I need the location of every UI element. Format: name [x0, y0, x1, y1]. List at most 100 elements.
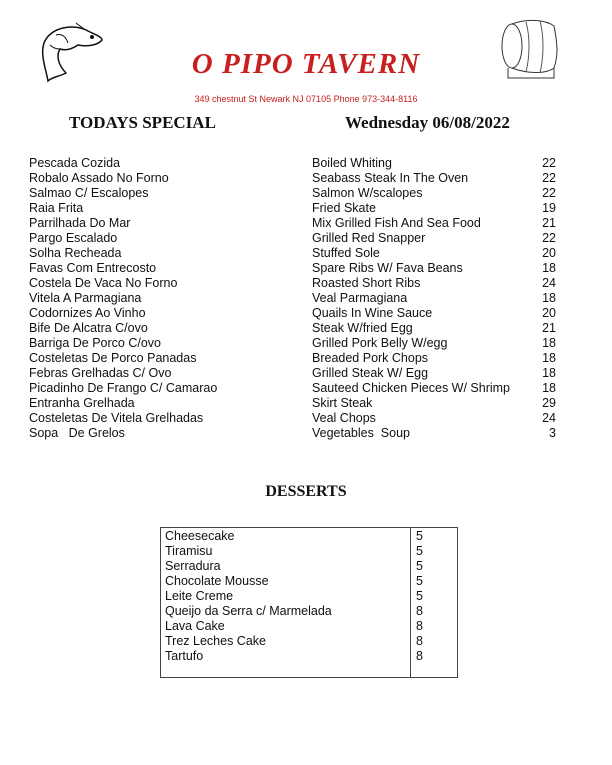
dessert-price: 5: [416, 574, 423, 588]
price: 22: [542, 156, 556, 170]
dessert-row: Chocolate Mousse 5: [161, 574, 457, 589]
dessert-price: 5: [416, 559, 423, 573]
section-heading: TODAYS SPECIAL: [69, 113, 216, 132]
price: 18: [542, 291, 556, 305]
dessert-name: Serradura: [165, 559, 221, 573]
special-row: Solha Recheada Stuffed Sole 20: [0, 246, 612, 261]
portuguese-name: Febras Grelhadas C/ Ovo: [29, 366, 172, 380]
portuguese-name: Sopa De Grelos: [29, 426, 125, 440]
price: 21: [542, 321, 556, 335]
special-row: Sopa De Grelos Vegetables Soup 3: [0, 426, 612, 441]
price: 3: [549, 426, 556, 440]
dessert-row: Tartufo 8: [161, 649, 457, 664]
price: 18: [542, 336, 556, 350]
english-name: Fried Skate: [312, 201, 376, 215]
portuguese-name: Costeletas De Porco Panadas: [29, 351, 197, 365]
price: 20: [542, 246, 556, 260]
price: 18: [542, 261, 556, 275]
dessert-row: Cheesecake 5: [161, 529, 457, 544]
english-name: Quails In Wine Sauce: [312, 306, 433, 320]
address: 349 chestnut St Newark NJ 07105 Phone 97…: [194, 94, 418, 104]
english-name: Skirt Steak: [312, 396, 373, 410]
english-name: Mix Grilled Fish And Sea Food: [312, 216, 481, 230]
special-row: Parrilhada Do Mar Mix Grilled Fish And Se…: [0, 216, 612, 231]
portuguese-name: Barriga De Porco C/ovo: [29, 336, 162, 350]
price: 22: [542, 186, 556, 200]
dessert-name: Chocolate Mousse: [165, 574, 269, 588]
dessert-row: Leite Creme 5: [161, 589, 457, 604]
english-name: Spare Ribs W/ Fava Beans: [312, 261, 463, 275]
special-row: Vitela A Parmagiana Veal Parmagiana 18: [0, 291, 612, 306]
dessert-name: Leite Creme: [165, 589, 234, 603]
portuguese-name: Vitela A Parmagiana: [29, 291, 142, 305]
dessert-name: Tartufo: [165, 649, 204, 663]
portuguese-name: Picadinho De Frango C/ Camarao: [29, 381, 218, 395]
portuguese-name: Codornizes Ao Vinho: [29, 306, 146, 320]
special-row: Pargo Escalado Grilled Red Snapper 22: [0, 231, 612, 246]
dessert-price: 8: [416, 649, 423, 663]
price: 22: [542, 231, 556, 245]
english-name: Grilled Red Snapper: [312, 231, 426, 245]
special-row: Pescada Cozida Boiled Whiting 22: [0, 156, 612, 171]
price: 21: [542, 216, 556, 230]
portuguese-name: Bife De Alcatra C/ovo: [29, 321, 148, 335]
english-name: Salmon W/scalopes: [312, 186, 423, 200]
portuguese-name: Parrilhada Do Mar: [29, 216, 131, 230]
price: 19: [542, 201, 556, 215]
dessert-name: Trez Leches Cake: [165, 634, 266, 648]
dessert-price: 5: [416, 529, 423, 543]
english-name: Sauteed Chicken Pieces W/ Shrimp: [312, 381, 511, 395]
price: 18: [542, 366, 556, 380]
special-row: Raia Frita Fried Skate 19: [0, 201, 612, 216]
english-name: Seabass Steak In The Oven: [312, 171, 469, 185]
portuguese-name: Costeletas De Vitela Grelhadas: [29, 411, 204, 425]
dessert-row: Queijo da Serra c/ Marmelada 8: [161, 604, 457, 619]
portuguese-name: Salmao C/ Escalopes: [29, 186, 149, 200]
desserts-heading: DESSERTS: [265, 483, 347, 500]
dessert-name: Lava Cake: [165, 619, 225, 633]
portuguese-name: Pescada Cozida: [29, 156, 121, 170]
special-row: Codornizes Ao Vinho Quails In Wine Sauce 2…: [0, 306, 612, 321]
price: 29: [542, 396, 556, 410]
special-row: Costeletas De Porco Panadas Breaded Pork …: [0, 351, 612, 366]
dessert-row: Serradura 5: [161, 559, 457, 574]
english-name: Grilled Pork Belly W/egg: [312, 336, 448, 350]
dessert-row: Lava Cake 8: [161, 619, 457, 634]
english-name: Veal Parmagiana: [312, 291, 408, 305]
portuguese-name: Entranha Grelhada: [29, 396, 135, 410]
portuguese-name: Robalo Assado No Forno: [29, 171, 169, 185]
special-row: Favas Com Entrecosto Spare Ribs W/ Fava B…: [0, 261, 612, 276]
price: 24: [542, 276, 556, 290]
dessert-name: Queijo da Serra c/ Marmelada: [165, 604, 332, 618]
english-name: Boiled Whiting: [312, 156, 392, 170]
portuguese-name: Solha Recheada: [29, 246, 122, 260]
price: 22: [542, 171, 556, 185]
special-row: Barriga De Porco C/ovo Grilled Pork Belly…: [0, 336, 612, 351]
special-row: Salmao C/ Escalopes Salmon W/scalopes 22: [0, 186, 612, 201]
english-name: Steak W/fried Egg: [312, 321, 413, 335]
barrel-icon: [501, 19, 558, 79]
dessert-price: 8: [416, 634, 423, 648]
english-name: Breaded Pork Chops: [312, 351, 429, 365]
desserts-table: Cheesecake 5 Tiramisu 5 Serradura 5 Chocolate …: [160, 527, 458, 678]
dessert-name: Cheesecake: [165, 529, 235, 543]
fish-icon: [41, 22, 103, 83]
english-name: Grilled Steak W/ Egg: [312, 366, 429, 380]
dessert-price: 5: [416, 589, 423, 603]
english-name: Stuffed Sole: [312, 246, 380, 260]
special-row: Febras Grelhadas C/ Ovo Grilled Steak W/ …: [0, 366, 612, 381]
dessert-price: 8: [416, 604, 423, 618]
dessert-name: Tiramisu: [165, 544, 213, 558]
menu-date: Wednesday 06/08/2022: [345, 113, 510, 132]
portuguese-name: Pargo Escalado: [29, 231, 118, 245]
english-name: Veal Chops: [312, 411, 376, 425]
english-name: Vegetables Soup: [312, 426, 410, 440]
dessert-price: 5: [416, 544, 423, 558]
special-row: Robalo Assado No Forno Seabass Steak In T…: [0, 171, 612, 186]
special-row: Bife De Alcatra C/ovo Steak W/fried Egg 21: [0, 321, 612, 336]
portuguese-name: Raia Frita: [29, 201, 84, 215]
dessert-row: Trez Leches Cake 8: [161, 634, 457, 649]
special-row: Costela De Vaca No Forno Roasted Short Ri…: [0, 276, 612, 291]
dessert-price: 8: [416, 619, 423, 633]
portuguese-name: Costela De Vaca No Forno: [29, 276, 178, 290]
